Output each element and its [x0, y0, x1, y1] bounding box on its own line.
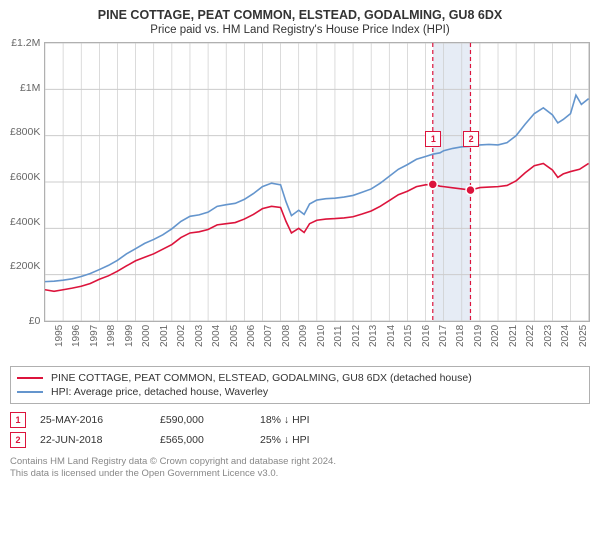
sale-price: £565,000 — [160, 434, 260, 446]
attribution-line: This data is licensed under the Open Gov… — [10, 468, 590, 480]
y-tick-label: £0 — [29, 315, 41, 327]
attribution: Contains HM Land Registry data © Crown c… — [10, 450, 590, 481]
sale-point — [429, 180, 438, 189]
x-axis: 1995199619971998199920002001200220032004… — [54, 326, 590, 356]
legend-row: PINE COTTAGE, PEAT COMMON, ELSTEAD, GODA… — [17, 371, 583, 385]
legend-swatch — [17, 391, 43, 393]
sale-index-marker: 2 — [10, 432, 26, 448]
y-tick-label: £400K — [10, 216, 40, 228]
sale-diff: 18% ↓ HPI — [260, 414, 340, 426]
legend-row: HPI: Average price, detached house, Wave… — [17, 385, 583, 399]
y-tick-label: £800K — [10, 126, 40, 138]
sale-row: 2 22-JUN-2018£565,00025% ↓ HPI — [10, 430, 590, 450]
legend-label: PINE COTTAGE, PEAT COMMON, ELSTEAD, GODA… — [51, 372, 472, 384]
sale-price: £590,000 — [160, 414, 260, 426]
sale-row: 1 25-MAY-2016£590,00018% ↓ HPI — [10, 410, 590, 430]
chart-title: PINE COTTAGE, PEAT COMMON, ELSTEAD, GODA… — [10, 8, 590, 22]
attribution-line: Contains HM Land Registry data © Crown c… — [10, 456, 590, 468]
y-tick-label: £1.2M — [11, 37, 40, 49]
y-axis: £1.2M£1M£800K£600K£400K£200K£0 — [10, 42, 44, 322]
legend-swatch — [17, 377, 43, 379]
sales-table: 1 25-MAY-2016£590,00018% ↓ HPI 2 22-JUN-201… — [10, 410, 590, 450]
chart-svg — [45, 43, 589, 321]
sale-date: 25-MAY-2016 — [40, 414, 160, 426]
plot-wrap: £1.2M£1M£800K£600K£400K£200K£0 12 — [10, 42, 590, 322]
legend-label: HPI: Average price, detached house, Wave… — [51, 386, 268, 398]
y-tick-label: £1M — [20, 82, 40, 94]
sale-diff: 25% ↓ HPI — [260, 434, 340, 446]
plot-area: 12 — [44, 42, 590, 322]
sale-marker-2: 2 — [463, 131, 479, 147]
sale-point — [466, 186, 475, 195]
chart-subtitle: Price paid vs. HM Land Registry's House … — [10, 22, 590, 42]
legend-box: PINE COTTAGE, PEAT COMMON, ELSTEAD, GODA… — [10, 366, 590, 404]
y-tick-label: £600K — [10, 171, 40, 183]
sale-marker-1: 1 — [425, 131, 441, 147]
price-chart-container: PINE COTTAGE, PEAT COMMON, ELSTEAD, GODA… — [0, 0, 600, 481]
y-tick-label: £200K — [10, 260, 40, 272]
sale-index-marker: 1 — [10, 412, 26, 428]
sale-date: 22-JUN-2018 — [40, 434, 160, 446]
x-tick-label: 2025 — [569, 335, 599, 347]
